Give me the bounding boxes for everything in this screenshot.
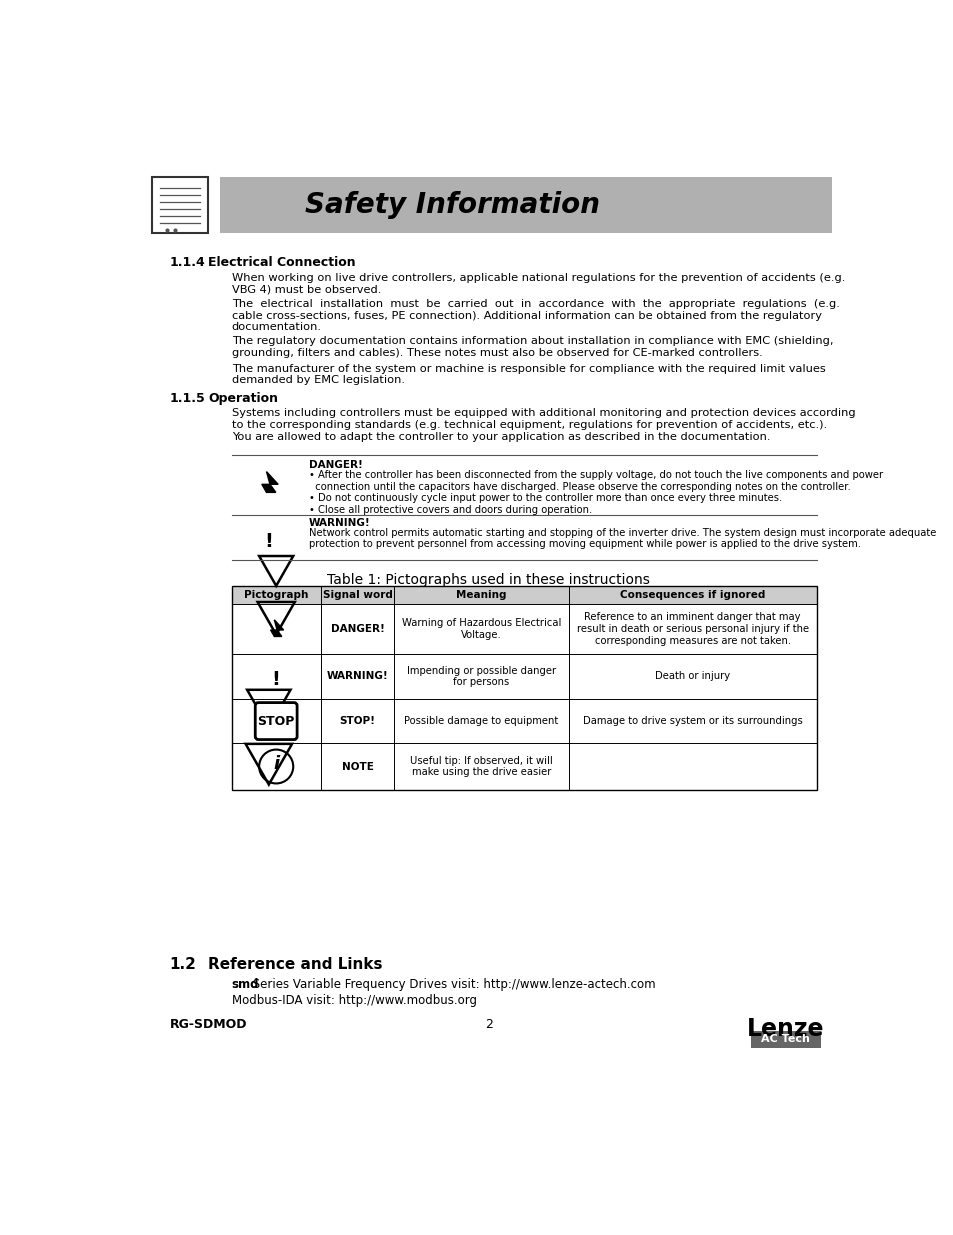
Text: 1.2: 1.2 — [170, 957, 196, 972]
Text: NOTE: NOTE — [341, 762, 374, 772]
Polygon shape — [245, 743, 292, 784]
Text: WARNING!: WARNING! — [309, 517, 371, 527]
Polygon shape — [259, 556, 293, 585]
Text: Reference to an imminent danger that may
result in death or serious personal inj: Reference to an imminent danger that may… — [576, 613, 808, 646]
Text: Possible damage to equipment: Possible damage to equipment — [404, 716, 558, 726]
Text: Modbus-IDA visit: http://www.modbus.org: Modbus-IDA visit: http://www.modbus.org — [232, 994, 476, 1007]
Text: 1.1.4: 1.1.4 — [170, 256, 205, 269]
Polygon shape — [247, 690, 291, 727]
Text: Pictograph: Pictograph — [244, 590, 308, 600]
Text: WARNING!: WARNING! — [326, 672, 388, 682]
Text: Reference and Links: Reference and Links — [208, 957, 382, 972]
Text: Warning of Hazardous Electrical
Voltage.: Warning of Hazardous Electrical Voltage. — [401, 619, 560, 640]
Text: 2: 2 — [484, 1019, 493, 1031]
Polygon shape — [257, 601, 294, 635]
Text: Consequences if ignored: Consequences if ignored — [619, 590, 764, 600]
Polygon shape — [271, 620, 283, 636]
FancyBboxPatch shape — [232, 585, 816, 604]
FancyBboxPatch shape — [255, 703, 296, 740]
Text: The  electrical  installation  must  be  carried  out  in  accordance  with  the: The electrical installation must be carr… — [232, 299, 839, 332]
Text: The regulatory documentation contains information about installation in complian: The regulatory documentation contains in… — [232, 336, 832, 358]
Text: AC Tech: AC Tech — [760, 1034, 809, 1044]
Text: STOP: STOP — [257, 715, 294, 727]
Text: Series Variable Frequency Drives visit: http://www.lenze-actech.com: Series Variable Frequency Drives visit: … — [249, 978, 656, 992]
Text: Meaning: Meaning — [456, 590, 506, 600]
Text: Damage to drive system or its surroundings: Damage to drive system or its surroundin… — [582, 716, 801, 726]
Text: STOP!: STOP! — [339, 716, 375, 726]
Text: Network control permits automatic starting and stopping of the inverter drive. T: Network control permits automatic starti… — [309, 527, 936, 550]
FancyBboxPatch shape — [152, 178, 208, 233]
Text: Electrical Connection: Electrical Connection — [208, 256, 355, 269]
Text: Death or injury: Death or injury — [655, 672, 730, 682]
Text: Systems including controllers must be equipped with additional monitoring and pr: Systems including controllers must be eq… — [232, 409, 854, 442]
Text: Operation: Operation — [208, 391, 278, 405]
Text: The manufacturer of the system or machine is responsible for compliance with the: The manufacturer of the system or machin… — [232, 364, 824, 385]
Text: DANGER!: DANGER! — [331, 624, 384, 634]
Polygon shape — [261, 472, 278, 493]
Text: !: ! — [264, 532, 273, 551]
Text: Lenze: Lenze — [746, 1016, 823, 1041]
Text: smd: smd — [232, 978, 259, 992]
Text: !: ! — [272, 671, 280, 689]
Text: DANGER!: DANGER! — [309, 461, 363, 471]
FancyBboxPatch shape — [220, 178, 831, 233]
Text: Impending or possible danger
for persons: Impending or possible danger for persons — [407, 666, 556, 687]
Text: Table 1: Pictographs used in these instructions: Table 1: Pictographs used in these instr… — [327, 573, 650, 587]
FancyBboxPatch shape — [750, 1031, 820, 1047]
Text: • After the controller has been disconnected from the supply voltage, do not tou: • After the controller has been disconne… — [309, 471, 882, 515]
Text: RG-SDMOD: RG-SDMOD — [170, 1019, 247, 1031]
Text: Signal word: Signal word — [322, 590, 392, 600]
Text: i: i — [273, 755, 279, 773]
Text: Safety Information: Safety Information — [305, 191, 599, 219]
Text: When working on live drive controllers, applicable national regulations for the : When working on live drive controllers, … — [232, 273, 844, 294]
Text: 1.1.5: 1.1.5 — [170, 391, 205, 405]
Text: Useful tip: If observed, it will
make using the drive easier: Useful tip: If observed, it will make us… — [410, 756, 553, 777]
